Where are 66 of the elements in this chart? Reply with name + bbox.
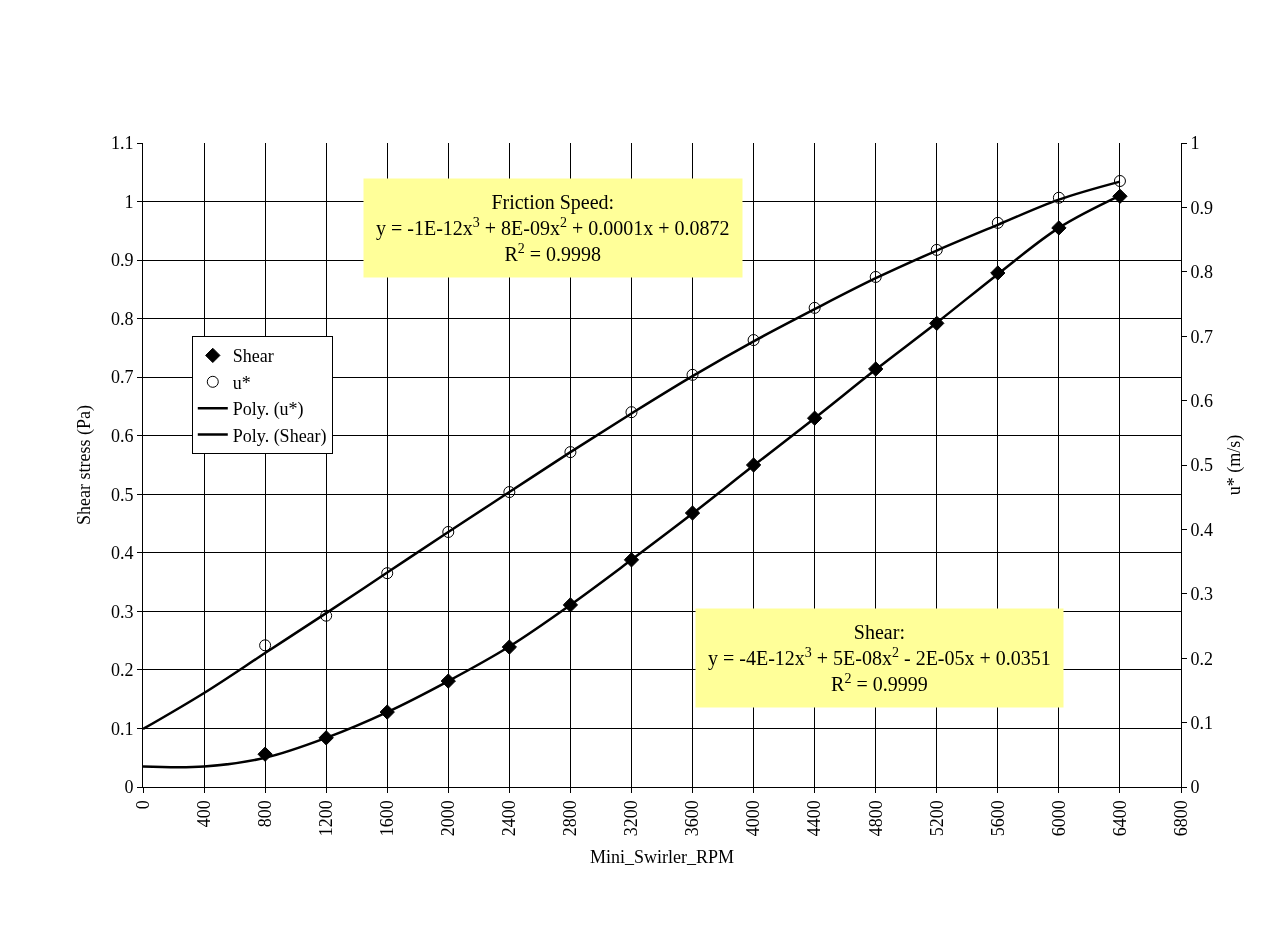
x-tick-label: 400 — [193, 800, 214, 828]
point — [1113, 175, 1126, 187]
point — [1052, 191, 1065, 204]
x-tick-label: 4000 — [743, 800, 764, 837]
y-tick-label: 0.2 — [110, 660, 134, 681]
x-tick-label: 2000 — [438, 800, 459, 837]
y-tick-label: 0.4 — [110, 543, 134, 564]
x-axis-title: Mini_Swirler_RPM — [589, 847, 735, 868]
y-tick-label: 1.1 — [110, 133, 134, 154]
point — [381, 567, 394, 580]
point — [808, 301, 821, 314]
y2-tick-label: 0.3 — [1190, 584, 1214, 605]
y-tick-label: 0.3 — [110, 601, 134, 622]
x-tick-label: 6400 — [1109, 800, 1130, 837]
y2-tick-label: 0.4 — [1190, 519, 1214, 540]
y-tick-label: 0.8 — [110, 308, 134, 329]
y2-tick-label: 0.7 — [1190, 326, 1214, 347]
legend-label: Poly. (Shear) — [232, 425, 327, 447]
x-tick-label: 6800 — [1170, 800, 1191, 837]
x-tick-label: 3600 — [682, 800, 703, 837]
y2-tick-label: 0.5 — [1190, 455, 1214, 476]
y2-axis-title: u* (m/s) — [1224, 434, 1246, 496]
y-tick-label: 0.1 — [110, 718, 134, 739]
x-tick-label: 5200 — [926, 800, 947, 837]
point — [442, 525, 455, 538]
x-tick-label: 2800 — [560, 800, 581, 837]
y-tick-label: 0.9 — [110, 250, 134, 271]
point — [991, 216, 1004, 229]
point — [259, 639, 272, 652]
y2-tick-label: 0.6 — [1190, 390, 1214, 411]
y2-tick-label: 0 — [1190, 777, 1200, 798]
text: Friction Speed: y = -1E-12x$^{3}$ + 8E-09x$^{2}$ + 0.0001x + 0.0872 R$^{2}$ = 0.9998 — [376, 191, 730, 265]
point — [503, 486, 516, 499]
y-tick-label: 0.7 — [110, 367, 134, 388]
y-axis-title: Shear stress (Pa) — [74, 405, 96, 525]
legend-label: Shear — [232, 346, 274, 367]
y2-tick-label: 0.8 — [1190, 262, 1214, 283]
point — [1112, 188, 1128, 204]
x-tick-label: 5600 — [987, 800, 1008, 837]
point — [320, 609, 333, 622]
point — [869, 270, 882, 283]
x-tick-label: 6000 — [1048, 800, 1069, 837]
x-tick-label: 3200 — [621, 800, 642, 837]
x-tick-label: 4800 — [865, 800, 886, 837]
y-tick-label: 1 — [124, 191, 134, 212]
x-tick-label: 800 — [254, 800, 275, 828]
point — [564, 446, 577, 459]
y2-tick-label: 0.2 — [1190, 648, 1214, 669]
y-tick-label: 0.6 — [110, 426, 134, 447]
y-tick-label: 0.5 — [110, 484, 134, 505]
x-tick-label: 1200 — [316, 800, 337, 837]
x-tick-label: 0 — [132, 800, 153, 810]
point — [930, 243, 943, 256]
legend-label: u* — [232, 372, 251, 393]
y2-tick-label: 1 — [1190, 133, 1200, 154]
point — [686, 368, 699, 381]
y2-tick-label: 0.9 — [1190, 197, 1214, 218]
y-tick-label: 0 — [124, 777, 134, 798]
text: Shear: y = -4E-12x$^{3}$ + 5E-08x$^{2}$ - 2E-05x + 0.0351 R$^{2}$ = 0.9999 — [708, 621, 1051, 695]
x-tick-label: 1600 — [377, 800, 398, 837]
point — [625, 406, 638, 419]
y2-tick-label: 0.1 — [1190, 712, 1214, 733]
x-tick-label: 4400 — [804, 800, 825, 837]
x-tick-label: 2400 — [499, 800, 520, 837]
point — [747, 334, 760, 347]
legend-label: Poly. (u*) — [232, 399, 304, 421]
